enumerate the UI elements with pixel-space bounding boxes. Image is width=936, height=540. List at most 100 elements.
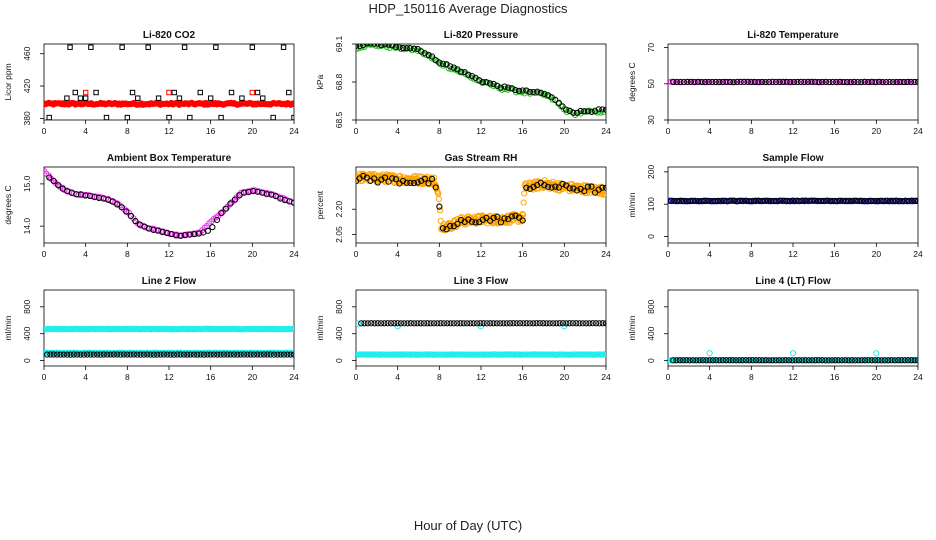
data-point [902,197,909,204]
data-point [835,357,842,364]
panel-line3: Line 3 Flow ml/min 0 4 8 12 16 20 24 0 400 800 [315,276,611,382]
data-point [127,351,134,358]
data-point [407,45,414,52]
x-tick-label: 12 [788,249,798,259]
panel-title: Sample Flow [762,153,823,164]
data-point [436,59,443,66]
data-points [668,197,918,205]
x-tick-label: 12 [164,126,174,136]
data-point [483,320,491,327]
data-point [166,114,172,120]
data-point [385,178,392,185]
data-point [822,357,829,364]
data-point [424,320,431,327]
data-point [541,182,548,189]
panel-pressure: Li-820 Pressure kPa 0 4 8 12 16 20 24 68.5 68.8 69.… [315,30,611,136]
data-point [566,320,573,327]
data-point [865,78,872,86]
data-point [84,351,91,358]
data-point [114,201,121,208]
panel-title: Line 3 Flow [454,276,509,287]
data-point [356,44,360,50]
data-point [543,320,550,327]
data-point [805,197,812,204]
y-axis-label: ml/min [627,192,637,217]
data-point [440,320,448,327]
data-point [77,351,84,358]
data-point [164,351,171,358]
data-point [719,78,726,86]
data-point [254,351,261,358]
data-point [852,357,859,364]
data-point [523,184,530,191]
data-point [270,351,278,358]
data-point [77,191,85,198]
plot-frame [667,166,919,244]
data-point [818,197,825,205]
data-point [374,320,381,327]
data-point [119,44,125,50]
data-point [726,78,734,86]
data-point [694,78,702,85]
data-point [207,95,214,101]
x-tick-label: 16 [206,249,216,259]
data-point [124,114,131,120]
data-point [602,184,606,191]
x-tick-label: 8 [125,249,130,259]
data-point [904,78,911,86]
y-tick-label: 2.20 [334,201,344,218]
data-point [110,351,117,358]
x-tick-label: 20 [248,126,258,136]
data-points [44,167,294,239]
data-point [861,197,868,205]
y-tick-label: 380 [22,111,32,125]
data-point [914,78,918,85]
data-point [755,79,762,86]
data-point [832,357,839,364]
data-point [381,320,388,327]
data-point [186,231,193,238]
data-point [540,320,547,327]
panel-title: Li-820 Pressure [444,30,519,41]
data-point [64,95,70,101]
data-point [363,174,370,181]
data-point [418,48,425,55]
data-point [789,197,797,204]
x-tick-label: 24 [601,249,611,259]
data-point [480,320,487,327]
data-point [217,351,224,358]
data-point [512,86,519,94]
data-point [744,78,751,85]
data-point [733,78,741,86]
data-point [708,198,715,205]
data-point [530,89,537,96]
data-point [506,320,514,327]
x-tick-label: 4 [395,126,400,136]
y-axis-label: percent [315,190,325,219]
data-point [742,357,750,364]
data-point [476,77,483,84]
x-tick-label: 0 [354,372,359,382]
x-tick-label: 16 [830,126,840,136]
data-point [254,89,261,96]
data-point [881,357,889,364]
data-point [137,351,144,358]
data-point [182,232,189,239]
data-point [389,44,396,49]
data-point [132,217,139,225]
data-point [385,44,392,48]
data-point [808,78,815,85]
data-point [486,80,494,87]
data-point [848,357,855,364]
data-point [581,188,588,195]
data-point [497,84,505,91]
x-tick-label: 8 [749,372,754,382]
data-point [751,78,758,86]
data-point [290,325,294,332]
x-tick-label: 4 [83,249,88,259]
data-point [689,197,697,205]
data-point [67,351,74,358]
data-point [839,197,847,205]
data-point [743,197,750,204]
data-point [224,351,231,358]
